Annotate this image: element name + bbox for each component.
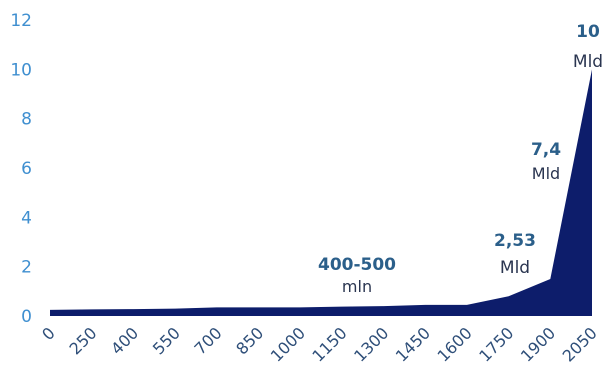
y-tick-label: 6 bbox=[21, 159, 32, 179]
y-tick-label: 4 bbox=[21, 208, 32, 228]
x-tick-label: 250 bbox=[65, 323, 100, 358]
annotation-unit: Mld bbox=[573, 52, 603, 72]
series-area bbox=[50, 69, 592, 316]
annotation-unit: Mld bbox=[500, 258, 530, 278]
y-tick-label: 10 bbox=[10, 60, 32, 80]
x-tick-label: 2050 bbox=[559, 323, 601, 365]
x-axis: 0 250 400 550 700 850 1000 1150 1300 1450 1600 1750… bbox=[38, 323, 601, 365]
x-tick-label: 1750 bbox=[475, 323, 517, 365]
y-tick-label: 0 bbox=[21, 307, 32, 327]
x-tick-label: 0 bbox=[38, 323, 59, 344]
y-axis: 0 2 4 6 8 10 12 bbox=[10, 11, 32, 327]
x-tick-label: 1150 bbox=[308, 323, 350, 365]
x-tick-label: 1000 bbox=[267, 323, 309, 365]
x-tick-label: 400 bbox=[107, 323, 142, 358]
annotation-unit: Mld bbox=[532, 164, 560, 183]
annotation-value: 2,53 bbox=[494, 231, 536, 251]
x-tick-label: 700 bbox=[191, 323, 226, 358]
annotation-10: 10 Mld bbox=[573, 22, 603, 72]
x-tick-label: 850 bbox=[232, 323, 267, 358]
annotation-value: 10 bbox=[576, 22, 600, 42]
annotation-7-4: 7,4 Mld bbox=[531, 140, 561, 183]
y-tick-label: 8 bbox=[21, 110, 32, 130]
annotation-400-500: 400-500 mln bbox=[318, 255, 396, 296]
annotation-value: 7,4 bbox=[531, 140, 561, 160]
x-tick-label: 1300 bbox=[350, 323, 392, 365]
x-tick-label: 1900 bbox=[517, 323, 559, 365]
x-tick-label: 550 bbox=[149, 323, 184, 358]
annotation-2-53: 2,53 Mld bbox=[494, 231, 536, 278]
x-tick-label: 1450 bbox=[392, 323, 434, 365]
x-tick-label: 1600 bbox=[434, 323, 476, 365]
annotation-value: 400-500 bbox=[318, 255, 396, 275]
y-tick-label: 12 bbox=[10, 11, 32, 31]
y-tick-label: 2 bbox=[21, 258, 32, 278]
annotation-unit: mln bbox=[342, 277, 372, 296]
